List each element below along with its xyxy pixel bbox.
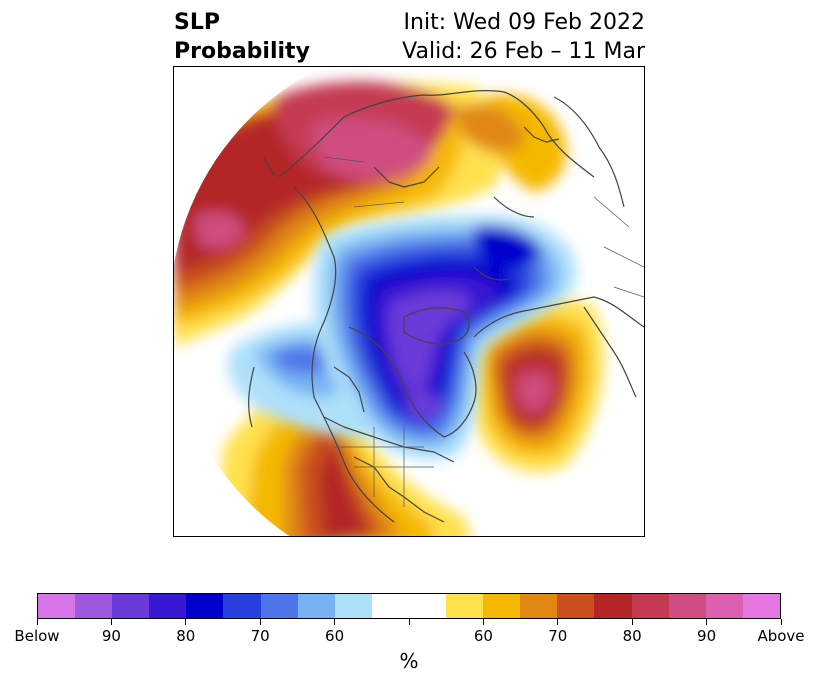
colorbar-tick-label: Below [14, 627, 60, 645]
colorbar-tick-label: 70 [548, 627, 568, 645]
colorbar-tick-label: 60 [325, 627, 345, 645]
colorbar-segment [520, 594, 558, 618]
colorbar-segment [371, 594, 409, 618]
colorbar-tick [36, 619, 38, 625]
colorbar-tick [557, 619, 559, 625]
colorbar-tick [110, 619, 112, 625]
colorbar-tick-label: 90 [697, 627, 717, 645]
colorbar-tick [780, 619, 782, 625]
colorbar-tick-label: 80 [622, 627, 642, 645]
probability-map [174, 67, 644, 536]
colorbar-tick-label: Above [757, 627, 805, 645]
borders [323, 156, 644, 507]
colorbar-tick [706, 619, 708, 625]
colorbar-tick [631, 619, 633, 625]
colorbar-tick [408, 619, 410, 625]
below-normal-anomalies [228, 215, 577, 460]
colorbar-segment [75, 594, 113, 618]
colorbar-segment [446, 594, 484, 618]
colorbar-segment [223, 594, 261, 618]
colorbar-segment [334, 594, 372, 618]
colorbar-tick [482, 619, 484, 625]
colorbar-segment [594, 594, 632, 618]
colorbar-segment [38, 594, 76, 618]
colorbar-segment [742, 594, 780, 618]
colorbar-segment [408, 594, 447, 618]
title-right: Init: Wed 09 Feb 2022 Valid: 26 Feb – 11… [402, 8, 645, 66]
colorbar-segment [112, 594, 150, 618]
title-quantity: Probability [174, 39, 310, 64]
colorbar-segment [557, 594, 595, 618]
map-panel [173, 66, 645, 537]
init-date: Init: Wed 09 Feb 2022 [403, 10, 645, 35]
colorbar-tick-label: 60 [473, 627, 493, 645]
valid-range: Valid: 26 Feb – 11 Mar [402, 39, 645, 64]
colorbar-segment [668, 594, 706, 618]
colorbar-segment [260, 594, 298, 618]
title-left: SLP Probability [174, 8, 310, 66]
colorbar [37, 593, 781, 619]
above-normal-anomalies [174, 81, 604, 536]
colorbar-segment [149, 594, 187, 618]
colorbar-tick [334, 619, 336, 625]
colorbar-unit: % [399, 649, 419, 673]
colorbar-segment [297, 594, 335, 618]
colorbar-segment [186, 594, 224, 618]
title-variable: SLP [174, 10, 220, 35]
colorbar-tick [259, 619, 261, 625]
colorbar-segment [705, 594, 743, 618]
colorbar-tick-label: 90 [101, 627, 121, 645]
colorbar-tick-label: 70 [250, 627, 270, 645]
coastlines [248, 89, 644, 523]
colorbar-tick-label: 80 [176, 627, 196, 645]
colorbar-tick [185, 619, 187, 625]
colorbar-segment [483, 594, 521, 618]
colorbar-segment [631, 594, 669, 618]
